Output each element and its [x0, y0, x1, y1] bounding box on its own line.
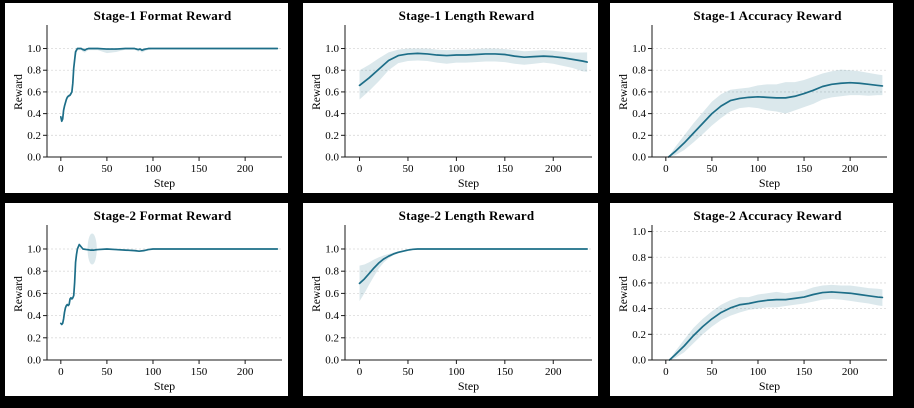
chart-title: Stage-2 Accuracy Reward — [693, 208, 842, 223]
svg-text:1.0: 1.0 — [27, 43, 41, 55]
plot-area-stage2-length: 0 50 100 150 200 0.0 0.2 0.4 0.6 0.8 1.0 — [325, 225, 592, 378]
y-axis-label: Reward — [311, 74, 323, 110]
svg-text:150: 150 — [796, 163, 813, 175]
svg-text:50: 50 — [402, 366, 414, 378]
svg-text:150: 150 — [796, 366, 813, 378]
svg-text:0.6: 0.6 — [325, 86, 339, 98]
svg-text:0.8: 0.8 — [632, 65, 646, 77]
svg-text:200: 200 — [545, 163, 562, 175]
svg-text:1.0: 1.0 — [632, 226, 646, 238]
svg-text:0.2: 0.2 — [325, 130, 339, 142]
svg-text:0.0: 0.0 — [632, 355, 646, 367]
svg-text:100: 100 — [145, 163, 162, 175]
svg-text:50: 50 — [101, 366, 113, 378]
svg-text:0: 0 — [357, 366, 363, 378]
svg-text:200: 200 — [842, 366, 859, 378]
svg-text:100: 100 — [448, 163, 465, 175]
svg-text:0: 0 — [663, 366, 669, 378]
plot-area-stage2-accuracy: 0 50 100 150 200 0.0 0.2 0.4 0.6 0.8 1.0 — [632, 225, 887, 378]
chart-title: Stage-1 Format Reward — [93, 8, 232, 23]
svg-text:1.0: 1.0 — [632, 43, 646, 55]
svg-text:0.2: 0.2 — [27, 332, 41, 344]
svg-text:0.6: 0.6 — [632, 277, 646, 289]
svg-text:0: 0 — [663, 163, 669, 175]
svg-text:0.0: 0.0 — [27, 152, 41, 164]
svg-text:0: 0 — [58, 163, 64, 175]
svg-text:0.6: 0.6 — [27, 86, 41, 98]
chart-title: Stage-1 Length Reward — [398, 8, 535, 23]
svg-text:1.0: 1.0 — [27, 243, 41, 255]
y-axis-label: Reward — [13, 74, 25, 110]
svg-text:150: 150 — [191, 163, 208, 175]
svg-text:0.6: 0.6 — [325, 288, 339, 300]
x-axis-label: Step — [758, 176, 781, 190]
svg-text:0.8: 0.8 — [325, 266, 339, 278]
chart-panel-stage2-length: 0 50 100 150 200 0.0 0.2 0.4 0.6 0.8 1.0 Stage-2 L… — [303, 203, 598, 396]
svg-text:100: 100 — [145, 366, 162, 378]
svg-text:100: 100 — [448, 366, 465, 378]
svg-text:1.0: 1.0 — [325, 243, 339, 255]
svg-text:0.6: 0.6 — [27, 288, 41, 300]
y-axis-label: Reward — [618, 275, 630, 312]
plot-area-stage1-length: 0 50 100 150 200 0.0 0.2 0.4 0.6 0.8 1.0 — [325, 25, 592, 175]
x-axis-label: Step — [153, 176, 176, 190]
chart-title: Stage-2 Length Reward — [398, 208, 535, 223]
svg-text:0.6: 0.6 — [632, 86, 646, 98]
svg-text:200: 200 — [842, 163, 859, 175]
svg-text:0.4: 0.4 — [632, 303, 646, 315]
chart-title: Stage-2 Format Reward — [93, 208, 232, 223]
chart-panel-stage1-length: 0 50 100 150 200 0.0 0.2 0.4 0.6 0.8 1.0 Stage-1 L… — [303, 3, 598, 193]
chart-panel-stage1-format: 0 50 100 150 200 0.0 0.2 0.4 0.6 0.8 1.0 Stage-1 F… — [5, 3, 288, 193]
chart-title: Stage-1 Accuracy Reward — [693, 8, 842, 23]
svg-text:100: 100 — [750, 163, 767, 175]
svg-text:0.8: 0.8 — [27, 65, 41, 77]
svg-text:0.0: 0.0 — [325, 152, 339, 164]
svg-text:0.4: 0.4 — [632, 108, 646, 120]
svg-text:0.4: 0.4 — [27, 310, 41, 322]
chart-panel-stage2-format: 0 50 100 150 200 0.0 0.2 0.4 0.6 0.8 1.0 Stage-2 F… — [5, 203, 288, 396]
y-axis-label: Reward — [13, 275, 25, 312]
svg-text:150: 150 — [191, 366, 208, 378]
svg-text:0.4: 0.4 — [325, 310, 339, 322]
x-axis-label: Step — [758, 379, 781, 393]
y-axis-label: Reward — [618, 74, 630, 110]
svg-text:0.0: 0.0 — [27, 355, 41, 367]
svg-text:50: 50 — [706, 163, 718, 175]
svg-text:0: 0 — [58, 366, 64, 378]
svg-text:0.2: 0.2 — [325, 332, 339, 344]
x-axis-label: Step — [457, 176, 480, 190]
svg-text:50: 50 — [706, 366, 718, 378]
chart-panel-stage1-accuracy: 0 50 100 150 200 0.0 0.2 0.4 0.6 0.8 1.0 Stage-1 A… — [610, 3, 893, 193]
plot-area-stage1-accuracy: 0 50 100 150 200 0.0 0.2 0.4 0.6 0.8 1.0 — [632, 25, 887, 175]
plot-area-stage1-format: 0 50 100 150 200 0.0 0.2 0.4 0.6 0.8 1.0 — [27, 25, 282, 175]
svg-text:150: 150 — [497, 163, 514, 175]
svg-text:0.4: 0.4 — [325, 108, 339, 120]
svg-text:100: 100 — [750, 366, 767, 378]
svg-text:50: 50 — [402, 163, 414, 175]
svg-text:150: 150 — [497, 366, 514, 378]
svg-text:1.0: 1.0 — [325, 43, 339, 55]
svg-text:0.8: 0.8 — [27, 266, 41, 278]
y-axis-label: Reward — [311, 275, 323, 312]
svg-text:0.4: 0.4 — [27, 108, 41, 120]
svg-text:50: 50 — [101, 163, 113, 175]
chart-panel-stage2-accuracy: 0 50 100 150 200 0.0 0.2 0.4 0.6 0.8 1.0 Stage-2 A… — [610, 203, 893, 396]
svg-text:0.8: 0.8 — [325, 65, 339, 77]
svg-text:0.2: 0.2 — [27, 130, 41, 142]
plot-area-stage2-format: 0 50 100 150 200 0.0 0.2 0.4 0.6 0.8 1.0 — [27, 225, 282, 378]
svg-text:0.2: 0.2 — [632, 130, 646, 142]
x-axis-label: Step — [457, 379, 480, 393]
svg-text:200: 200 — [237, 366, 254, 378]
svg-text:200: 200 — [237, 163, 254, 175]
svg-text:0.2: 0.2 — [632, 329, 646, 341]
svg-text:0.0: 0.0 — [632, 152, 646, 164]
x-axis-label: Step — [153, 379, 176, 393]
svg-text:0.8: 0.8 — [632, 252, 646, 264]
svg-text:0: 0 — [357, 163, 363, 175]
svg-text:200: 200 — [545, 366, 562, 378]
svg-text:0.0: 0.0 — [325, 355, 339, 367]
